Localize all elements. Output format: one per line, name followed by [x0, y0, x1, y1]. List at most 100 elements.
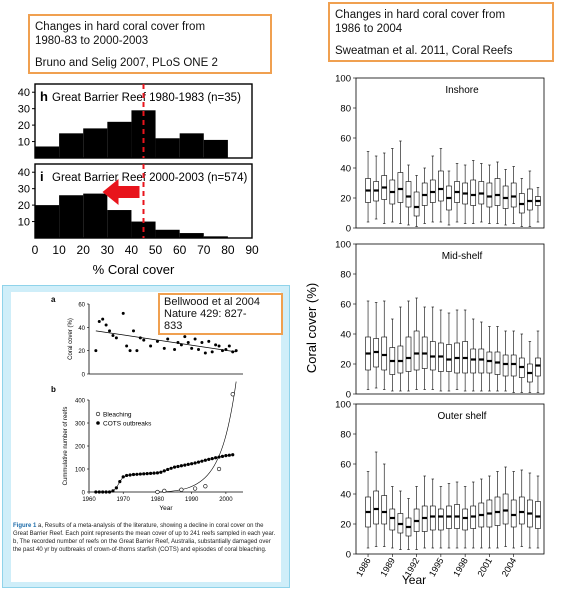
scatter-point — [121, 311, 125, 315]
scatter-point — [97, 320, 101, 323]
x-tick-label: 1986 — [354, 556, 373, 578]
bleaching-point — [179, 487, 184, 492]
box — [478, 348, 485, 374]
box — [413, 330, 420, 371]
scatter-point — [203, 351, 207, 355]
cots-point — [131, 472, 136, 477]
box — [535, 501, 541, 529]
scatter-point — [162, 346, 166, 350]
y-tick-label: 20 — [340, 360, 351, 371]
y-tick-label: 0 — [346, 550, 351, 561]
y-tick-label: 40 — [18, 167, 30, 179]
y-tick-label: 30 — [18, 104, 30, 116]
cots-point — [224, 454, 228, 458]
box — [438, 508, 444, 531]
scatter-point — [166, 337, 170, 341]
cots-point — [135, 472, 139, 476]
bleaching-point — [192, 486, 198, 491]
x-tick-label: 1970 — [117, 497, 131, 503]
bleaching-point — [216, 466, 222, 472]
histogram-bar — [203, 236, 228, 238]
scatter-point — [128, 349, 132, 353]
y-tick-label: 40 — [18, 87, 30, 99]
scatter-point — [111, 334, 115, 337]
bleaching-point — [230, 392, 235, 397]
y-tick-label: 100 — [335, 74, 351, 85]
y-tick-label: 60 — [340, 134, 351, 145]
sweatman-reference: Sweatman et al. 2011, Coral Reefs — [335, 45, 513, 57]
cots-point — [97, 490, 101, 494]
cots-point — [193, 461, 197, 465]
x-tick-label: 80 — [221, 243, 235, 257]
y-tick-label: 20 — [340, 520, 351, 531]
histogram-bar — [83, 128, 108, 158]
cots-point — [111, 489, 115, 493]
scatter-point — [101, 317, 105, 321]
box — [413, 191, 420, 217]
x-axis-label: % Coral cover — [93, 262, 175, 277]
cots-point — [149, 471, 153, 475]
legend-bleaching-label: Bleaching — [103, 412, 132, 419]
box — [502, 493, 509, 525]
x-tick-label: 1960 — [82, 497, 96, 503]
cots-point — [169, 466, 173, 470]
y-tick-label: 10 — [18, 137, 30, 149]
y-tick-label: 60 — [340, 460, 351, 471]
bellwood-caption: Figure 1 a, Results of a meta-analysis o… — [13, 522, 279, 554]
x-tick-label: 60 — [173, 243, 187, 257]
bellwood-annotation: Bellwood et al 2004 Nature 429: 827- 833 — [158, 293, 283, 335]
y-tick-label: 0 — [82, 491, 86, 497]
boxplot-panel-title: Mid-shelf — [442, 251, 483, 262]
cots-point — [125, 473, 129, 478]
shift-arrow-icon — [102, 179, 140, 205]
scatter-point — [155, 339, 159, 343]
histogram-bar — [179, 133, 204, 158]
y-tick-label: 20 — [18, 200, 30, 212]
y-tick-label: 400 — [75, 399, 86, 405]
histogram-bar — [59, 195, 84, 238]
y-tick-label: 40 — [340, 490, 351, 501]
histogram-bar — [179, 233, 204, 238]
histogram-bar — [107, 121, 132, 158]
bruno-reference: Bruno and Selig 2007, PLoS ONE 2 — [35, 57, 218, 69]
histogram-bar — [155, 138, 180, 158]
scatter-point — [197, 348, 201, 351]
y-tick-label: 100 — [75, 468, 86, 474]
cots-point — [114, 486, 118, 490]
y-tick-label: 300 — [75, 422, 86, 428]
x-tick-label: 40 — [125, 243, 139, 257]
panel-h-title: Great Barrier Reef 1980-1983 (n=35) — [52, 92, 241, 104]
cots-point — [118, 480, 122, 484]
scatter-point — [94, 349, 98, 353]
panel-h-letter: h — [40, 89, 48, 104]
caption-text: a, Results of a meta-analysis of the lit… — [13, 523, 276, 553]
histogram-bar — [155, 229, 180, 238]
box — [429, 505, 436, 531]
cots-point — [176, 464, 180, 469]
scatter-point — [104, 323, 108, 327]
boxplot-panel-frame — [355, 403, 545, 555]
box — [494, 178, 501, 206]
panel-b-y-label: Cummulative number of reefs — [63, 407, 69, 486]
y-tick-label: 60 — [340, 300, 351, 311]
box — [510, 499, 517, 528]
sweatman-annotation: Changes in hard coral cover from 1986 to… — [328, 2, 554, 62]
y-tick-label: 0 — [82, 373, 86, 379]
scatter-point — [193, 337, 197, 341]
cots-point — [162, 469, 166, 473]
cots-point — [179, 464, 183, 468]
x-tick-label: 90 — [245, 243, 259, 257]
histogram-figure: 10 20 30 40 h Great Barrier Reef 1980-1983 (n… — [18, 83, 259, 277]
cots-point — [159, 470, 163, 474]
x-tick-label: 30 — [101, 243, 115, 257]
panel-a-y-label: Coral cover (%) — [68, 318, 74, 360]
cots-point — [214, 456, 218, 460]
scatter-point — [190, 346, 194, 350]
cots-point — [220, 454, 225, 458]
bruno-title: Changes in hard coral cover from 1980-83… — [35, 21, 206, 47]
cots-point — [183, 463, 187, 467]
y-tick-label: 40 — [340, 164, 351, 175]
scatter-point — [114, 336, 118, 340]
cots-point — [138, 472, 142, 476]
x-tick-label: 1980 — [151, 497, 165, 503]
